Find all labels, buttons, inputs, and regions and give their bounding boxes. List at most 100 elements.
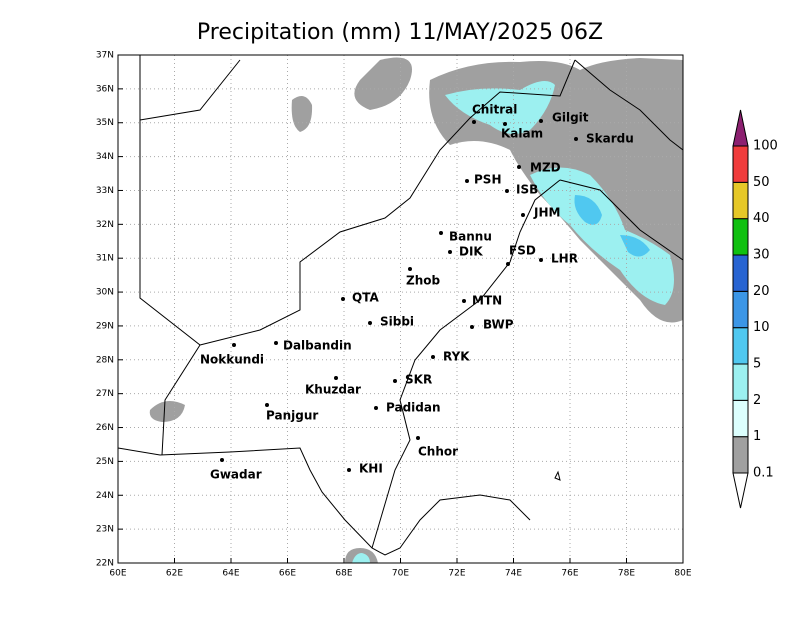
y-tick-label: 36N — [96, 84, 114, 94]
city-label: SKR — [405, 373, 432, 387]
city-dot — [574, 137, 578, 141]
y-tick-label: 33N — [96, 186, 114, 196]
colorbar-label: 30 — [753, 248, 770, 263]
x-tick-label: 80E — [674, 569, 691, 579]
city-dot — [393, 379, 397, 383]
city-label: Sibbi — [380, 315, 414, 329]
city-dot — [505, 189, 509, 193]
city-label: QTA — [352, 291, 379, 305]
x-tick-label: 62E — [166, 569, 183, 579]
y-tick-label: 22N — [96, 559, 114, 569]
city-label: ISB — [516, 183, 538, 197]
y-tick-label: 30N — [96, 288, 114, 298]
city-dot — [341, 297, 345, 301]
colorbar-segment — [732, 181, 749, 220]
city-dot — [539, 258, 543, 262]
city-label: Dalbandin — [283, 339, 352, 353]
colorbar-segment — [732, 254, 749, 292]
city-label: Panjgur — [266, 409, 318, 423]
colorbar-end — [732, 109, 749, 147]
city-label: LHR — [551, 252, 578, 266]
city-dot — [503, 122, 507, 126]
y-tick-label: 29N — [96, 321, 114, 331]
x-tick-label: 70E — [392, 569, 409, 579]
city-label: Chitral — [472, 103, 517, 117]
y-tick-label: 27N — [96, 389, 114, 399]
city-dot — [517, 165, 521, 169]
city-label: DIK — [459, 245, 483, 259]
city-label: PSH — [474, 173, 501, 187]
city-dot — [374, 406, 378, 410]
rain-area — [291, 96, 313, 132]
colorbar-label: 2 — [753, 393, 761, 408]
city-dot — [416, 436, 420, 440]
rain-area — [149, 401, 185, 422]
rain-area — [574, 195, 602, 225]
colorbar-label: 5 — [753, 357, 761, 372]
border — [559, 179, 684, 261]
city-dot — [472, 120, 476, 124]
city-label: Gilgit — [552, 111, 589, 125]
colorbar-label: 20 — [753, 284, 770, 299]
x-tick-label: 64E — [222, 569, 239, 579]
colorbar-segment — [732, 399, 749, 438]
colorbar-segment — [732, 290, 749, 329]
x-tick-label: 72E — [448, 569, 465, 579]
colorbar-label: 40 — [753, 211, 770, 226]
city-dot — [368, 321, 372, 325]
city-label: JHM — [533, 206, 560, 220]
x-tick-label: 78E — [618, 569, 635, 579]
y-tick-label: 31N — [96, 254, 114, 264]
city-label: Bannu — [449, 230, 492, 244]
city-dot — [265, 403, 269, 407]
city-dot — [232, 343, 236, 347]
city-dot — [465, 179, 469, 183]
city-label: KHI — [359, 462, 383, 476]
y-tick-label: 34N — [96, 152, 114, 162]
city-label: Zhob — [406, 274, 440, 288]
x-tick-label: 60E — [109, 569, 126, 579]
city-dot — [220, 458, 224, 462]
city-label: Chhor — [418, 445, 458, 459]
city-dot — [334, 376, 338, 380]
city-label: Padidan — [386, 401, 441, 415]
colorbar-segment — [732, 218, 749, 256]
border — [139, 59, 241, 121]
colorbar-label: 10 — [753, 320, 770, 335]
colorbar-label: 50 — [753, 175, 770, 190]
rain-area — [620, 235, 650, 257]
y-tick-label: 25N — [96, 457, 114, 467]
city-dot — [431, 355, 435, 359]
city-dot — [462, 299, 466, 303]
city-label: Kalam — [501, 127, 543, 141]
colorbar-end — [732, 472, 749, 509]
x-tick-label: 74E — [505, 569, 522, 579]
map-title: Precipitation (mm) 11/MAY/2025 06Z — [197, 20, 603, 45]
x-tick-label: 66E — [279, 569, 296, 579]
city-label: Khuzdar — [305, 383, 361, 397]
x-tick-label: 76E — [561, 569, 578, 579]
y-tick-label: 26N — [96, 423, 114, 433]
colorbar-segment — [732, 363, 749, 401]
city-label: MZD — [530, 161, 561, 175]
colorbar-label: 0.1 — [753, 466, 774, 481]
colorbar-segment — [732, 327, 749, 365]
y-tick-label: 28N — [96, 355, 114, 365]
border — [371, 179, 561, 549]
city-label: RYK — [443, 350, 470, 364]
colorbar-label: 100 — [753, 139, 778, 154]
rain-area — [352, 553, 370, 563]
y-tick-label: 35N — [96, 118, 114, 128]
border — [574, 59, 684, 151]
colorbar-label: 1 — [753, 429, 761, 444]
city-dot — [274, 341, 278, 345]
city-label: MTN — [472, 294, 502, 308]
city-label: Gwadar — [210, 468, 262, 482]
rain-area — [354, 57, 412, 110]
coastline — [117, 447, 531, 556]
city-dot — [521, 213, 525, 217]
y-tick-label: 37N — [96, 51, 114, 61]
y-tick-label: 23N — [96, 525, 114, 535]
city-label: Nokkundi — [200, 353, 264, 367]
